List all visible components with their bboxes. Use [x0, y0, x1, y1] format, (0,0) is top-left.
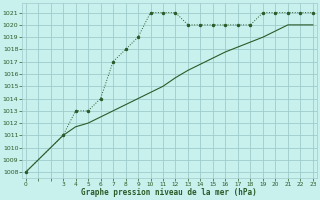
- X-axis label: Graphe pression niveau de la mer (hPa): Graphe pression niveau de la mer (hPa): [81, 188, 257, 197]
